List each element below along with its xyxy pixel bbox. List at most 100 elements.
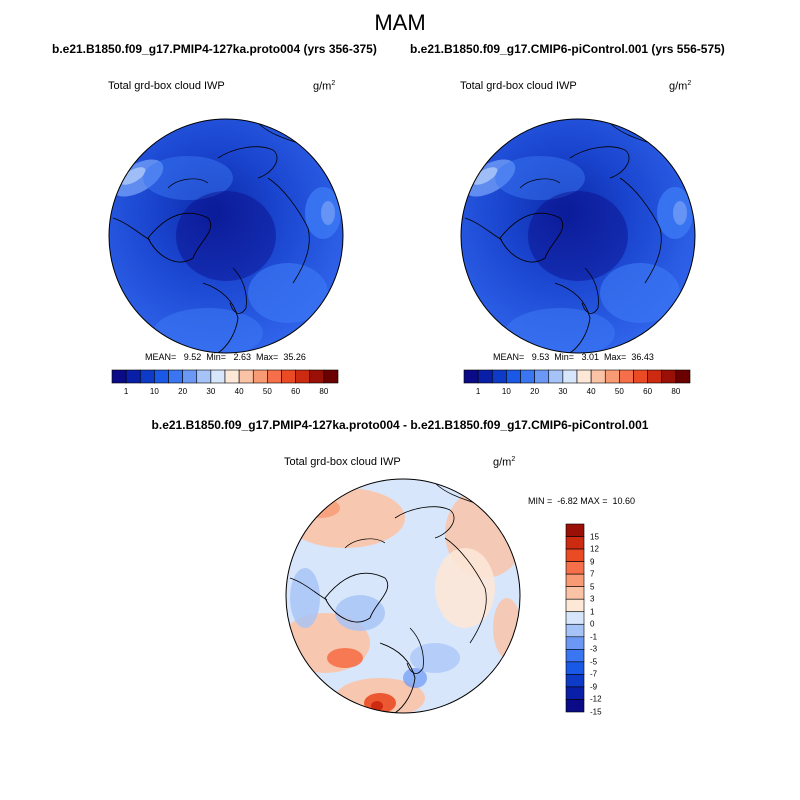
colorbar-tick-label: 80 — [671, 387, 681, 396]
colorbar-swatch — [168, 369, 183, 384]
colorbar-swatch — [576, 369, 592, 384]
panel-right-colorbar: 1 10 20 30 40 50 60 80 — [463, 369, 691, 400]
colorbar-tick-label: 60 — [643, 387, 653, 396]
colorbar-tick-label: 10 — [501, 387, 511, 396]
panel-right-run-title: b.e21.B1850.f09_g17.CMIP6-piControl.001 … — [410, 42, 725, 56]
colorbar-tick-label: 50 — [262, 387, 272, 396]
colorbar-swatch — [565, 699, 585, 713]
colorbar-swatch — [267, 369, 282, 384]
colorbar-swatch — [477, 369, 493, 384]
colorbar-swatch — [463, 369, 479, 384]
colorbar-swatch — [295, 369, 311, 384]
colorbar-swatch — [661, 369, 677, 384]
diff-units-label: g/m2 — [493, 456, 516, 469]
colorbar-swatch — [565, 623, 585, 638]
diff-run-title: b.e21.B1850.f09_g17.PMIP4-127ka.proto004… — [151, 418, 649, 432]
colorbar-swatch — [565, 686, 585, 700]
colorbar-swatch — [309, 369, 325, 384]
colorbar-tick-label: 60 — [291, 387, 301, 396]
panel-right-variable-label: Total grd-box cloud IWP — [460, 80, 577, 92]
diff-stats: MIN = -6.82 MAX = 10.60 — [528, 496, 636, 506]
colorbar-swatch — [210, 369, 226, 384]
colorbar-tick-label: -3 — [590, 644, 598, 654]
panel-right-colorbar-labels: 1 10 20 30 40 50 60 80 — [464, 387, 690, 399]
colorbar-tick-label: 10 — [149, 387, 159, 396]
panel-left-run-title: b.e21.B1850.f09_g17.PMIP4-127ka.proto004… — [52, 42, 377, 56]
diff-colorbar-labels: 15 12 9 7 5 3 1 0 -1 -3 -5 -7 -9 -12 -15 — [590, 524, 610, 716]
colorbar-tick-label: -5 — [590, 657, 598, 667]
colorbar-tick-label: -7 — [590, 669, 598, 679]
colorbar-swatch — [196, 369, 212, 384]
colorbar-swatch — [562, 369, 578, 384]
colorbar-tick-label: 80 — [319, 387, 329, 396]
colorbar-tick-label: 0 — [590, 619, 595, 629]
colorbar-tick-label: -1 — [590, 632, 598, 642]
diff-colorbar-swatches — [565, 523, 585, 713]
colorbar-swatch — [675, 369, 691, 384]
colorbar-tick-label: -12 — [590, 694, 602, 704]
colorbar-swatch — [252, 369, 268, 384]
colorbar-swatch — [565, 548, 585, 562]
colorbar-tick-label: 30 — [206, 387, 216, 396]
colorbar-swatch — [565, 649, 585, 663]
colorbar-tick-label: 15 — [590, 532, 599, 542]
diff-variable-label: Total grd-box cloud IWP — [284, 456, 401, 468]
panel-left-colorbar: 1 10 20 30 40 50 60 80 — [111, 369, 339, 400]
colorbar-tick-label: 3 — [590, 594, 595, 604]
colorbar-swatch — [491, 369, 507, 384]
colorbar-swatch — [565, 661, 585, 675]
colorbar-swatch — [565, 523, 585, 537]
colorbar-tick-label: 1 — [123, 387, 129, 396]
colorbar-swatch — [534, 369, 550, 384]
colorbar-swatch — [323, 369, 339, 384]
colorbar-swatch — [506, 369, 521, 384]
colorbar-swatch — [647, 369, 663, 384]
panel-left-stats: MEAN= 9.52 Min= 2.63 Max= 35.26 — [145, 352, 306, 362]
colorbar-tick-label: 40 — [586, 387, 596, 396]
panel-left-variable-label: Total grd-box cloud IWP — [108, 80, 225, 92]
diff-polar-map — [285, 478, 521, 714]
colorbar-swatch — [281, 369, 296, 384]
panel-right-stats: MEAN= 9.53 Min= 3.01 Max= 36.43 — [493, 352, 654, 362]
colorbar-swatch — [139, 369, 155, 384]
colorbar-tick-label: 50 — [614, 387, 624, 396]
colorbar-swatch — [548, 369, 564, 384]
colorbar-swatch — [238, 369, 254, 384]
colorbar-swatch — [154, 369, 169, 384]
colorbar-swatch — [565, 598, 585, 613]
season-title: MAM — [374, 10, 426, 35]
colorbar-swatch — [565, 636, 585, 650]
colorbar-tick-label: 20 — [178, 387, 188, 396]
panel-right-colorbar-swatches — [463, 369, 691, 384]
colorbar-swatch — [565, 536, 585, 550]
colorbar-tick-label: 12 — [590, 544, 599, 554]
colorbar-swatch — [619, 369, 634, 384]
diff-colorbar: 15 12 9 7 5 3 1 0 -1 -3 -5 -7 -9 -12 -15 — [565, 523, 606, 717]
colorbar-tick-label: 9 — [590, 557, 595, 567]
colorbar-tick-label: 1 — [475, 387, 481, 396]
colorbar-swatch — [520, 369, 535, 384]
colorbar-tick-label: 20 — [530, 387, 540, 396]
panel-left-units-label: g/m2 — [313, 80, 336, 93]
panel-right-units-label: g/m2 — [669, 80, 692, 93]
colorbar-swatch — [111, 369, 127, 384]
colorbar-tick-label: 5 — [590, 582, 595, 592]
panel-left-polar-map — [108, 118, 344, 354]
colorbar-swatch — [590, 369, 606, 384]
colorbar-swatch — [565, 674, 585, 688]
colorbar-swatch — [182, 369, 198, 384]
colorbar-swatch — [224, 369, 240, 384]
panel-left-colorbar-labels: 1 10 20 30 40 50 60 80 — [112, 387, 338, 399]
colorbar-tick-label: 7 — [590, 569, 595, 579]
colorbar-swatch — [604, 369, 620, 384]
colorbar-tick-label: 40 — [234, 387, 244, 396]
colorbar-tick-label: 1 — [590, 607, 595, 617]
colorbar-tick-label: 30 — [558, 387, 568, 396]
colorbar-tick-label: -9 — [590, 682, 598, 692]
colorbar-tick-label: -15 — [590, 707, 602, 717]
colorbar-swatch — [565, 611, 585, 625]
panel-right-polar-map — [460, 118, 696, 354]
colorbar-swatch — [125, 369, 141, 384]
panel-left-colorbar-swatches — [111, 369, 339, 384]
colorbar-swatch — [565, 573, 585, 587]
